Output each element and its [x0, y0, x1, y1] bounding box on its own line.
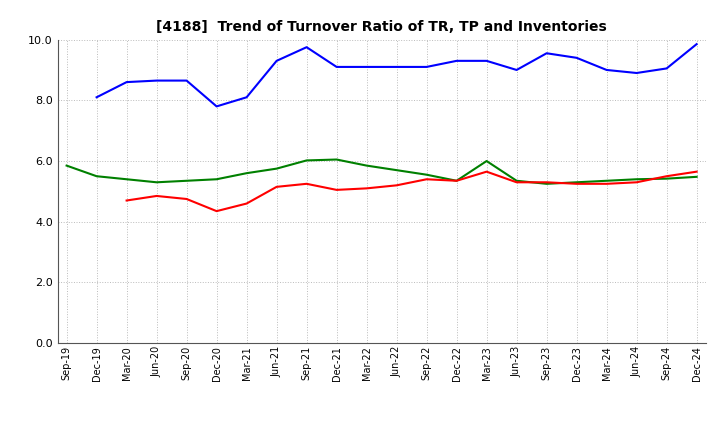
Trade Receivables: [602, 181, 611, 187]
Trade Payables: [182, 78, 191, 83]
Line: Inventories: Inventories: [66, 160, 697, 184]
Trade Receivables: [542, 180, 551, 185]
Trade Receivables: [452, 178, 461, 183]
Trade Payables: [302, 44, 311, 50]
Trade Payables: [92, 95, 101, 100]
Trade Payables: [392, 64, 401, 70]
Trade Payables: [362, 64, 371, 70]
Inventories: [482, 158, 491, 164]
Inventories: [392, 168, 401, 173]
Inventories: [242, 171, 251, 176]
Trade Payables: [602, 67, 611, 73]
Inventories: [362, 163, 371, 168]
Trade Payables: [572, 55, 581, 60]
Trade Receivables: [482, 169, 491, 174]
Line: Trade Payables: Trade Payables: [96, 44, 697, 106]
Trade Payables: [632, 70, 641, 76]
Trade Receivables: [632, 180, 641, 185]
Inventories: [92, 173, 101, 179]
Line: Trade Receivables: Trade Receivables: [127, 172, 697, 211]
Trade Payables: [693, 41, 701, 47]
Trade Receivables: [662, 173, 671, 179]
Trade Receivables: [422, 176, 431, 182]
Trade Payables: [422, 64, 431, 70]
Inventories: [62, 163, 71, 168]
Trade Receivables: [153, 193, 161, 198]
Trade Payables: [333, 64, 341, 70]
Inventories: [513, 178, 521, 183]
Trade Payables: [513, 67, 521, 73]
Inventories: [302, 158, 311, 163]
Inventories: [602, 178, 611, 183]
Trade Receivables: [182, 196, 191, 202]
Inventories: [182, 178, 191, 183]
Trade Receivables: [362, 186, 371, 191]
Inventories: [122, 176, 131, 182]
Inventories: [572, 180, 581, 185]
Inventories: [632, 176, 641, 182]
Trade Receivables: [122, 198, 131, 203]
Trade Payables: [153, 78, 161, 83]
Trade Payables: [452, 58, 461, 63]
Trade Receivables: [333, 187, 341, 193]
Inventories: [542, 181, 551, 187]
Trade Payables: [212, 104, 221, 109]
Inventories: [153, 180, 161, 185]
Inventories: [693, 174, 701, 180]
Inventories: [422, 172, 431, 177]
Trade Receivables: [693, 169, 701, 174]
Inventories: [662, 176, 671, 181]
Trade Payables: [272, 58, 281, 63]
Trade Payables: [242, 95, 251, 100]
Inventories: [272, 166, 281, 171]
Trade Receivables: [513, 180, 521, 185]
Trade Payables: [542, 51, 551, 56]
Trade Receivables: [392, 183, 401, 188]
Trade Payables: [122, 80, 131, 85]
Trade Receivables: [572, 181, 581, 187]
Inventories: [212, 176, 221, 182]
Trade Receivables: [212, 209, 221, 214]
Title: [4188]  Trend of Turnover Ratio of TR, TP and Inventories: [4188] Trend of Turnover Ratio of TR, TP…: [156, 20, 607, 34]
Trade Payables: [482, 58, 491, 63]
Inventories: [452, 178, 461, 183]
Trade Receivables: [242, 201, 251, 206]
Trade Receivables: [302, 181, 311, 187]
Trade Receivables: [272, 184, 281, 190]
Inventories: [333, 157, 341, 162]
Trade Payables: [662, 66, 671, 71]
